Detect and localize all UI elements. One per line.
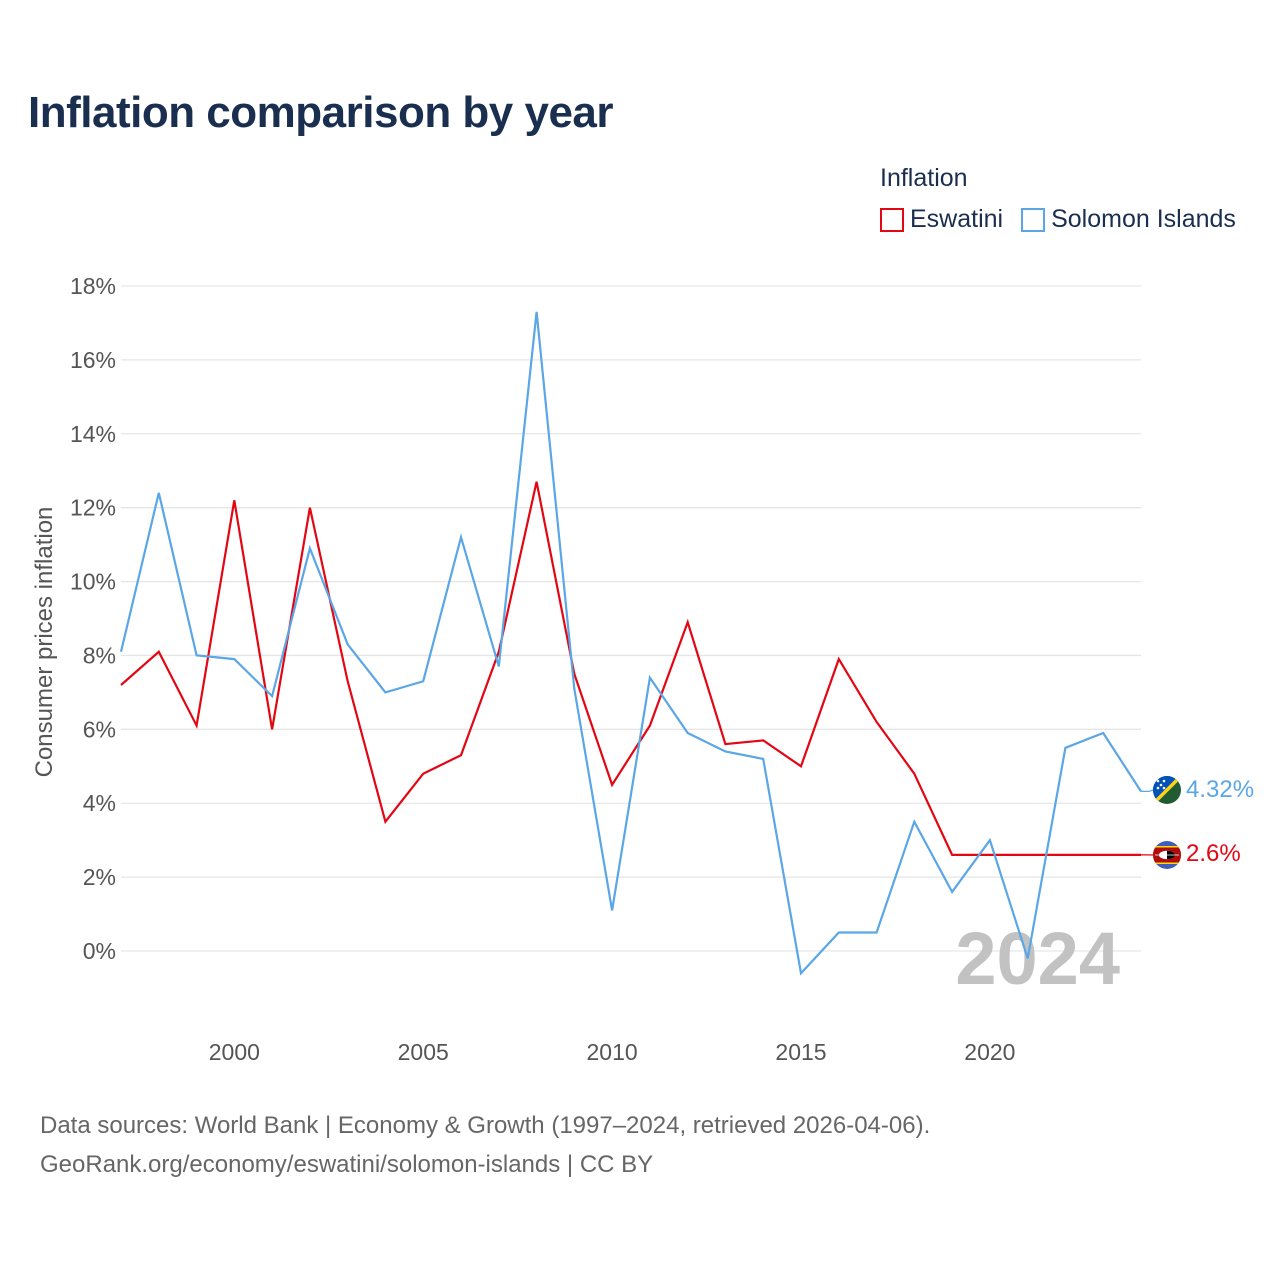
y-tick-label: 14% — [70, 421, 116, 447]
y-tick-label: 6% — [83, 716, 116, 742]
y-tick-label: 16% — [70, 347, 116, 373]
series-lines — [119, 311, 1154, 976]
x-tick-label: 2005 — [398, 1039, 449, 1065]
y-axis-label: Consumer prices inflation — [31, 507, 58, 778]
end-label-solomon-islands: 4.32% — [1186, 776, 1254, 803]
x-axis-ticks: 2000 2005 2010 2015 2020 — [209, 1039, 1016, 1065]
y-tick-label: 10% — [70, 569, 116, 595]
footer: Data sources: World Bank | Economy & Gro… — [40, 1106, 930, 1184]
legend-item-eswatini[interactable]: Eswatini — [880, 205, 1003, 234]
end-markers — [1153, 776, 1181, 869]
end-connector-solomon-islands — [1141, 789, 1154, 793]
legend-label-solomon-islands: Solomon Islands — [1051, 205, 1236, 233]
legend: Eswatini Solomon Islands — [880, 205, 1254, 234]
legend-label-eswatini: Eswatini — [910, 205, 1004, 233]
footer-sources: Data sources: World Bank | Economy & Gro… — [40, 1112, 931, 1139]
y-tick-label: 18% — [70, 273, 116, 299]
y-axis-ticks: 0% 2% 4% 6% 8% 10% 12% 14% 16% 18% — [70, 273, 116, 964]
grid-lines — [121, 285, 1141, 952]
x-tick-label: 2010 — [587, 1039, 638, 1065]
chart-title: Inflation comparison by year — [28, 88, 614, 137]
x-tick-label: 2000 — [209, 1039, 260, 1065]
legend-title: Inflation — [880, 164, 968, 192]
x-tick-label: 2015 — [775, 1039, 826, 1065]
y-tick-label: 12% — [70, 495, 116, 521]
legend-swatch-eswatini — [880, 207, 904, 232]
footer-url[interactable]: GeoRank.org/economy/eswatini/solomon-isl… — [40, 1151, 654, 1178]
y-tick-label: 0% — [83, 938, 116, 964]
y-tick-label: 4% — [83, 790, 116, 816]
end-label-eswatini: 2.6% — [1186, 840, 1241, 867]
series-line-solomon-islands[interactable] — [119, 311, 1142, 976]
y-tick-label: 2% — [83, 864, 116, 890]
y-tick-label: 8% — [83, 642, 116, 668]
line-chart: 0%2%4%6%8%10%12%14%16%18% 2000 2005 2010 20… — [31, 273, 1254, 1065]
year-watermark: 2024 — [955, 917, 1120, 1000]
x-tick-label: 2020 — [964, 1039, 1015, 1065]
eswatini-flag-icon — [1153, 841, 1181, 869]
legend-item-solomon-islands[interactable]: Solomon Islands — [1021, 205, 1236, 234]
legend-swatch-solomon-islands — [1021, 207, 1046, 232]
solomon-islands-flag-icon — [1153, 776, 1181, 804]
